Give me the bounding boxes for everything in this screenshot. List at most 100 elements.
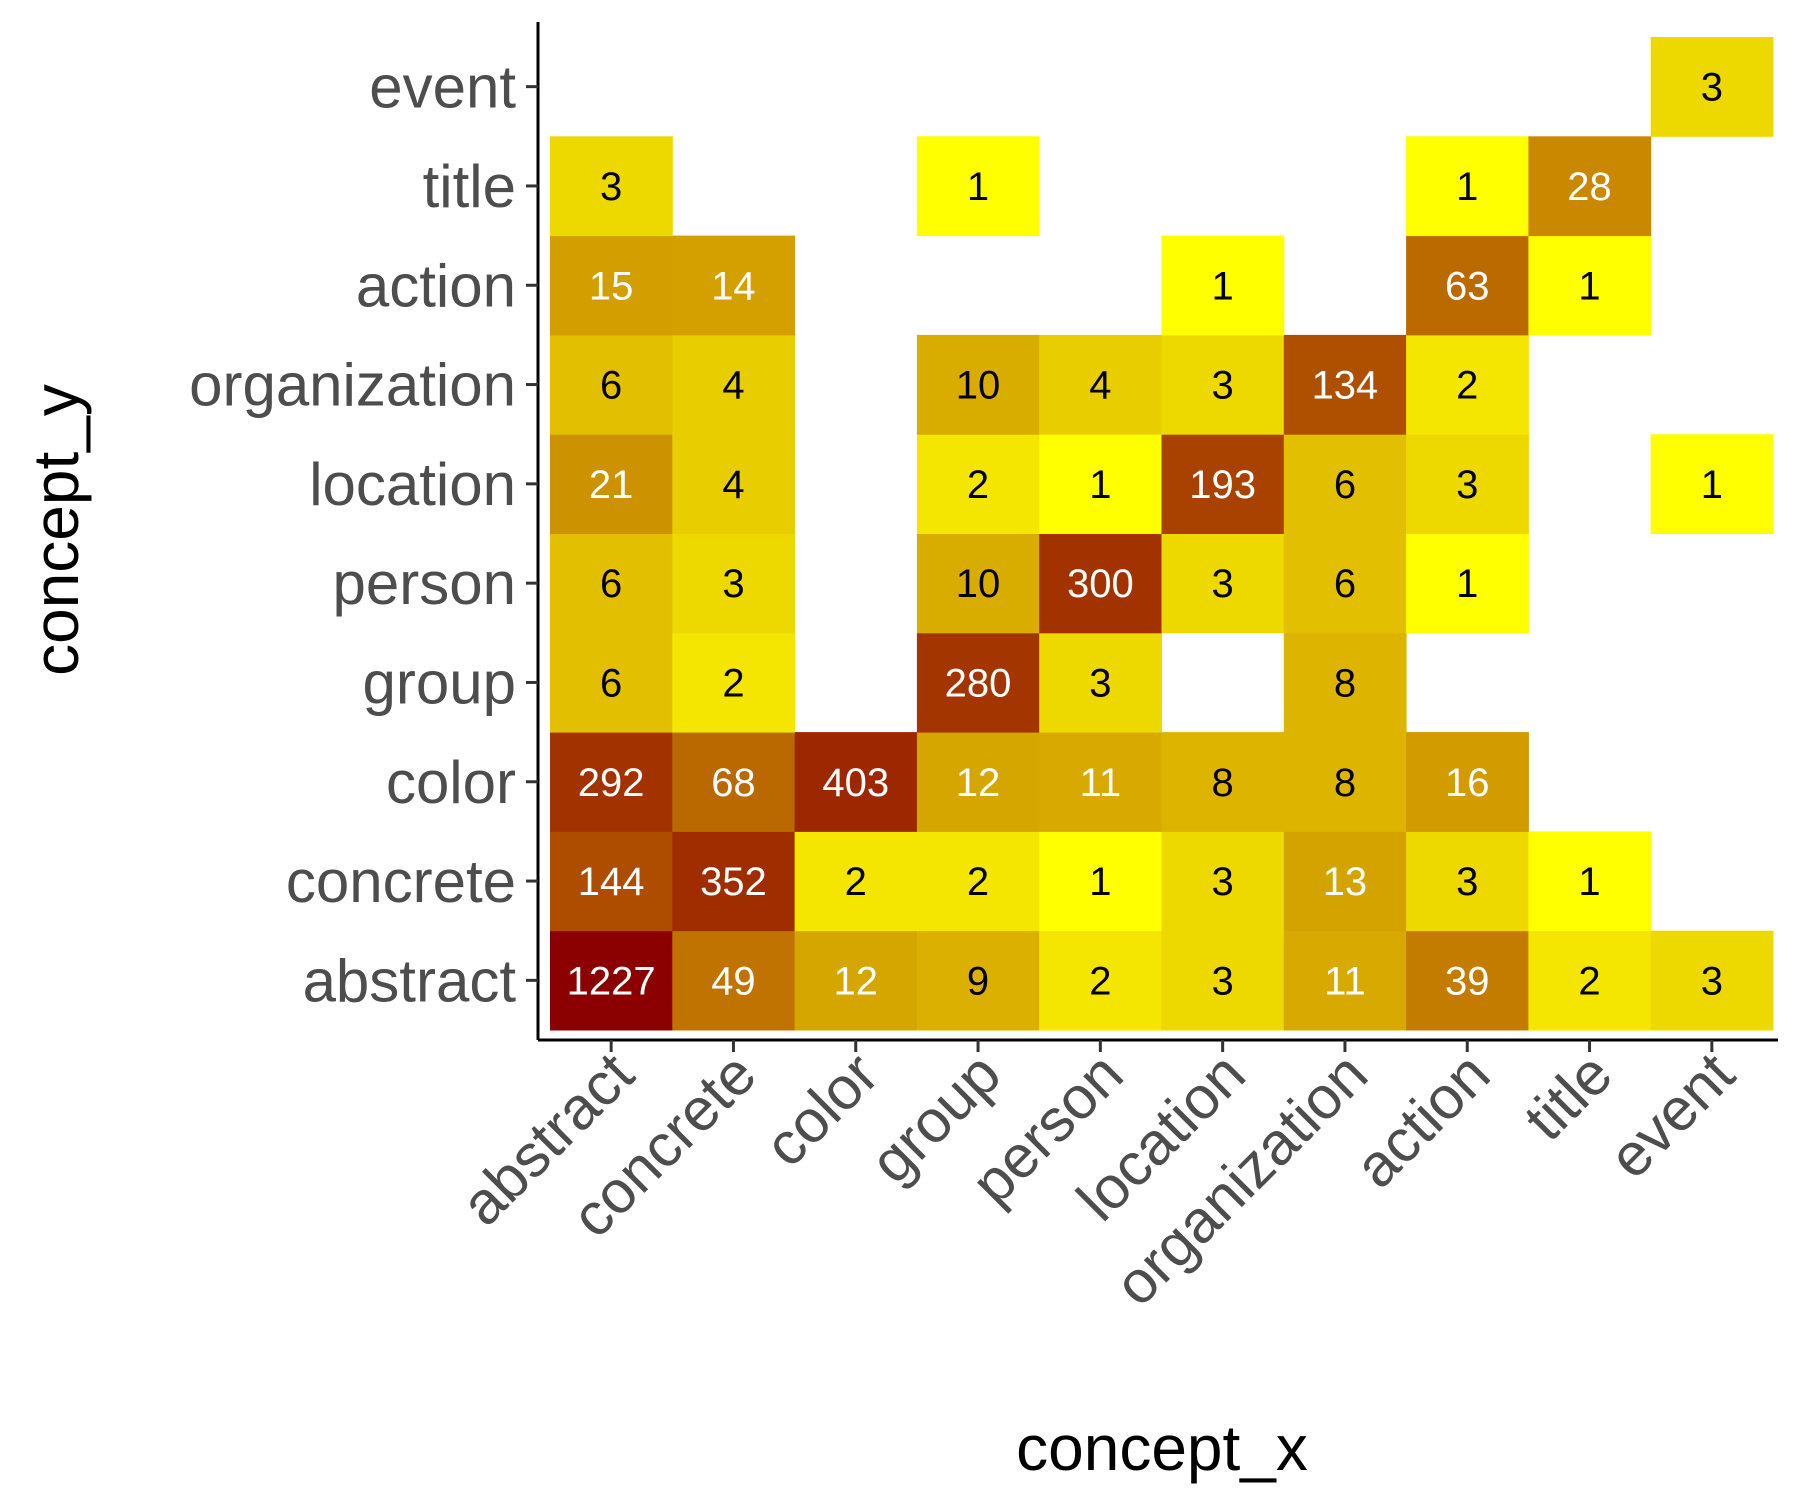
cell-value-label: 6 — [1334, 562, 1356, 606]
cell-value-label: 1 — [1212, 264, 1234, 308]
cell-value-label: 12 — [834, 959, 879, 1003]
heatmap-cell — [672, 732, 796, 832]
heatmap-cell — [1406, 533, 1529, 634]
heatmap-cell — [1039, 732, 1162, 832]
cell-value-label: 2 — [967, 860, 989, 904]
heatmap-cell — [1406, 235, 1529, 336]
heatmap-cell — [1283, 831, 1407, 932]
heatmap-cell — [1528, 930, 1652, 1031]
cell-value-label: 8 — [1212, 761, 1234, 805]
cell-value-label: 4 — [722, 364, 744, 408]
heatmap-cell — [1039, 632, 1162, 733]
cell-value-label: 15 — [589, 264, 634, 308]
cell-value-label: 6 — [1334, 463, 1356, 507]
cell-value-label: 2 — [1456, 364, 1478, 408]
heatmap-cell — [1650, 37, 1774, 137]
heatmap-cell — [794, 732, 918, 832]
cell-value-label: 193 — [1189, 463, 1256, 507]
cell-value-label: 2 — [1089, 959, 1111, 1003]
cell-value-label: 4 — [1089, 364, 1111, 408]
y-tick-label: location — [309, 451, 516, 518]
cell-value-label: 3 — [1089, 661, 1111, 705]
cell-value-label: 21 — [589, 463, 634, 507]
y-tick-label: person — [333, 550, 516, 617]
heatmap-cell — [550, 632, 673, 733]
y-axis-ticks: abstract concrete color group person location… — [189, 54, 538, 1014]
heatmap-cell — [1650, 434, 1774, 534]
heatmap-cell — [550, 334, 673, 435]
heatmap-cell — [1283, 930, 1407, 1031]
heatmap-cell — [916, 831, 1040, 932]
heatmap-cell — [550, 434, 673, 534]
heatmap-cell — [1283, 434, 1407, 534]
cell-value-label: 1 — [1456, 165, 1478, 209]
heatmap-cell — [672, 930, 796, 1031]
heatmap-cell — [1650, 930, 1774, 1031]
heatmap-cell — [672, 831, 796, 932]
cell-value-label: 1 — [1578, 860, 1600, 904]
x-axis-title: concept_x — [1016, 1412, 1308, 1484]
heatmap-cell — [1283, 732, 1407, 832]
heatmap-cell — [916, 434, 1040, 534]
heatmap-cell — [672, 632, 796, 733]
cell-value-label: 14 — [711, 264, 756, 308]
x-axis-ticks: abstractconcretecolorgrouppersonlocation… — [448, 1040, 1747, 1319]
cell-value-label: 144 — [578, 860, 645, 904]
heatmap-cell — [550, 235, 673, 336]
heatmap-cell — [550, 136, 673, 237]
cell-value-label: 3 — [722, 562, 744, 606]
cell-value-label: 16 — [1445, 761, 1490, 805]
cell-value-label: 3 — [1456, 860, 1478, 904]
heatmap-cell — [794, 831, 918, 932]
cell-value-label: 4 — [722, 463, 744, 507]
heatmap-cell — [1039, 334, 1162, 435]
cell-value-label: 280 — [945, 661, 1012, 705]
cell-value-label: 11 — [1324, 959, 1366, 1003]
cell-value-label: 2 — [722, 661, 744, 705]
cell-value-label: 10 — [956, 562, 1001, 606]
cell-value-label: 39 — [1445, 959, 1490, 1003]
y-tick-label: organization — [189, 352, 516, 419]
cell-value-label: 6 — [600, 364, 622, 408]
y-tick-label: color — [386, 749, 516, 816]
cell-value-label: 2 — [845, 860, 867, 904]
cell-value-label: 3 — [1701, 959, 1723, 1003]
cell-value-label: 6 — [600, 661, 622, 705]
y-tick-label: concrete — [286, 848, 516, 915]
cell-value-label: 10 — [956, 364, 1001, 408]
heatmap-cell — [1283, 533, 1407, 634]
cell-value-label: 1 — [1578, 264, 1600, 308]
heatmap-cell — [550, 930, 673, 1031]
heatmap-cell — [1161, 533, 1285, 634]
heatmap-cell — [916, 136, 1040, 237]
cell-value-label: 8 — [1334, 761, 1356, 805]
y-tick-label: title — [423, 153, 516, 220]
heatmap-cells — [550, 37, 1774, 1031]
heatmap-cell — [672, 235, 796, 336]
cell-value-label: 6 — [600, 562, 622, 606]
heatmap-cell — [1039, 434, 1162, 534]
heatmap-cell — [916, 632, 1040, 733]
heatmap-cell — [1528, 136, 1652, 237]
heatmap-cell — [1406, 334, 1529, 435]
heatmap-cell — [672, 334, 796, 435]
cell-value-label: 9 — [967, 959, 989, 1003]
cell-value-label: 63 — [1445, 264, 1490, 308]
heatmap-cell — [1406, 831, 1529, 932]
heatmap-cell — [1406, 930, 1529, 1031]
heatmap-cell — [916, 732, 1040, 832]
cell-value-label: 3 — [1456, 463, 1478, 507]
heatmap-cell — [916, 930, 1040, 1031]
cell-value-label: 2 — [1578, 959, 1600, 1003]
cell-value-label: 3 — [1212, 959, 1234, 1003]
y-axis-title: concept_y — [20, 384, 92, 676]
heatmap-cell — [1161, 831, 1285, 932]
y-tick-label: action — [356, 252, 516, 319]
cell-value-label: 1227 — [567, 959, 656, 1003]
heatmap-cell — [1039, 831, 1162, 932]
heatmap-cell — [1161, 235, 1285, 336]
cell-value-label: 49 — [711, 959, 756, 1003]
y-tick-label: event — [369, 54, 516, 121]
heatmap-cell — [1161, 334, 1285, 435]
